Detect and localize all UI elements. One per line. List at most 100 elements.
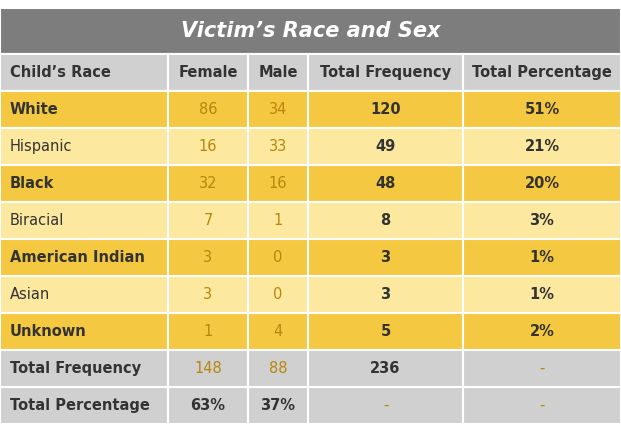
Text: 3: 3 — [381, 287, 391, 302]
Text: -: - — [539, 361, 545, 376]
Bar — [248, 202, 308, 239]
Bar — [308, 202, 463, 239]
Bar — [0, 8, 621, 54]
Text: Biracial: Biracial — [10, 213, 65, 228]
Bar — [463, 387, 621, 424]
Text: 1: 1 — [203, 324, 212, 339]
Bar — [308, 276, 463, 313]
Text: 16: 16 — [199, 139, 217, 154]
Text: 236: 236 — [370, 361, 401, 376]
Text: 0: 0 — [273, 250, 283, 265]
Bar — [168, 165, 248, 202]
Text: Black: Black — [10, 176, 55, 191]
Bar — [168, 350, 248, 387]
Bar — [0, 313, 168, 350]
Bar — [0, 202, 168, 239]
Text: 0: 0 — [273, 287, 283, 302]
Text: Child’s Race: Child’s Race — [10, 65, 111, 80]
Text: Asian: Asian — [10, 287, 50, 302]
Text: 21%: 21% — [525, 139, 560, 154]
Bar — [0, 276, 168, 313]
Bar — [0, 91, 168, 128]
Text: 34: 34 — [269, 102, 287, 117]
Bar — [0, 54, 168, 91]
Bar — [308, 387, 463, 424]
Bar — [308, 239, 463, 276]
Text: 20%: 20% — [525, 176, 560, 191]
Text: 48: 48 — [375, 176, 396, 191]
Bar — [308, 54, 463, 91]
Text: 88: 88 — [269, 361, 288, 376]
Text: Total Frequency: Total Frequency — [320, 65, 451, 80]
Bar — [248, 276, 308, 313]
Bar — [463, 313, 621, 350]
Bar — [308, 165, 463, 202]
Bar — [248, 165, 308, 202]
Bar — [463, 128, 621, 165]
Text: Total Percentage: Total Percentage — [10, 398, 150, 413]
Text: 63%: 63% — [191, 398, 225, 413]
Text: 33: 33 — [269, 139, 287, 154]
Bar — [248, 54, 308, 91]
Bar — [463, 54, 621, 91]
Text: White: White — [10, 102, 59, 117]
Bar — [463, 202, 621, 239]
Text: -: - — [539, 398, 545, 413]
Bar — [248, 313, 308, 350]
Bar — [308, 128, 463, 165]
Bar — [0, 128, 168, 165]
Bar — [248, 387, 308, 424]
Bar — [248, 91, 308, 128]
Bar — [0, 387, 168, 424]
Text: 86: 86 — [199, 102, 217, 117]
Text: Male: Male — [258, 65, 297, 80]
Bar — [168, 91, 248, 128]
Text: 120: 120 — [370, 102, 401, 117]
Text: American Indian: American Indian — [10, 250, 145, 265]
Bar — [248, 350, 308, 387]
Text: 37%: 37% — [260, 398, 296, 413]
Text: 3: 3 — [381, 250, 391, 265]
Text: Unknown: Unknown — [10, 324, 87, 339]
Bar — [463, 276, 621, 313]
Text: 32: 32 — [199, 176, 217, 191]
Text: 16: 16 — [269, 176, 288, 191]
Bar — [308, 313, 463, 350]
Text: 5: 5 — [381, 324, 391, 339]
Text: 1%: 1% — [530, 250, 555, 265]
Text: 49: 49 — [375, 139, 396, 154]
Bar — [463, 350, 621, 387]
Text: 3%: 3% — [530, 213, 555, 228]
Bar — [0, 239, 168, 276]
Bar — [168, 54, 248, 91]
Text: 1: 1 — [273, 213, 283, 228]
Bar — [463, 165, 621, 202]
Text: 7: 7 — [203, 213, 212, 228]
Text: Female: Female — [178, 65, 238, 80]
Text: 2%: 2% — [530, 324, 555, 339]
Text: -: - — [383, 398, 388, 413]
Text: Victim’s Race and Sex: Victim’s Race and Sex — [181, 21, 440, 41]
Bar — [308, 350, 463, 387]
Text: Total Frequency: Total Frequency — [10, 361, 141, 376]
Text: 3: 3 — [204, 250, 212, 265]
Bar — [248, 128, 308, 165]
Bar — [168, 313, 248, 350]
Bar — [0, 350, 168, 387]
Text: 1%: 1% — [530, 287, 555, 302]
Bar — [308, 91, 463, 128]
Text: 3: 3 — [204, 287, 212, 302]
Text: 8: 8 — [381, 213, 391, 228]
Text: 4: 4 — [273, 324, 283, 339]
Bar — [168, 387, 248, 424]
Bar — [0, 165, 168, 202]
Bar — [168, 202, 248, 239]
Bar — [168, 239, 248, 276]
Text: Total Percentage: Total Percentage — [472, 65, 612, 80]
Bar — [463, 91, 621, 128]
Bar — [168, 128, 248, 165]
Bar — [168, 276, 248, 313]
Bar — [248, 239, 308, 276]
Text: 148: 148 — [194, 361, 222, 376]
Text: 51%: 51% — [524, 102, 560, 117]
